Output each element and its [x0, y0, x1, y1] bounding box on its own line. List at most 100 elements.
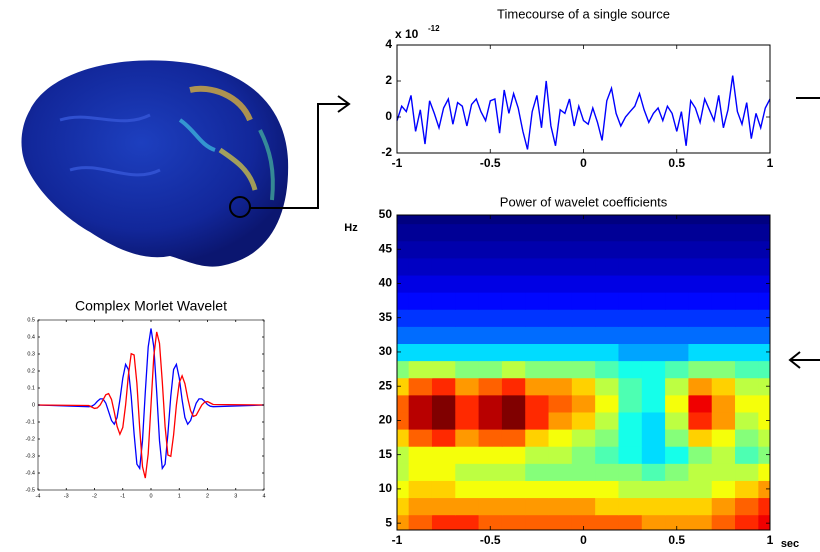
heatmap-cell: [408, 394, 433, 413]
heatmap-cell: [397, 309, 410, 327]
heatmap-cell: [735, 326, 759, 344]
heatmap-cell: [595, 480, 620, 499]
heatmap-cell: [431, 514, 456, 530]
heatmap-cell: [665, 446, 690, 464]
heatmap-cell: [641, 446, 666, 464]
x-tick-label: 3: [234, 493, 237, 499]
heatmap-cell: [525, 326, 550, 344]
heatmap-cell: [478, 326, 503, 344]
heatmap-cell: [548, 377, 573, 396]
heatmap-cell: [525, 215, 550, 225]
heatmap-cell: [548, 257, 573, 276]
heatmap-cell: [665, 463, 690, 481]
heatmap-cell: [408, 257, 433, 276]
heatmap-cell: [408, 514, 433, 530]
heatmap-cell: [711, 463, 736, 481]
heatmap-cell: [548, 326, 573, 344]
heatmap-cell: [408, 480, 433, 499]
heatmap-cell: [571, 411, 596, 430]
heatmap-cell: [408, 274, 433, 293]
series-line: [37, 328, 265, 471]
heatmap-cell: [478, 463, 503, 481]
y-multiplier: x 10: [395, 27, 419, 41]
heatmap-cell: [735, 497, 759, 516]
heatmap-cell: [525, 257, 550, 276]
heatmap-cell: [478, 223, 503, 242]
heatmap-cell: [501, 274, 526, 293]
heatmap-cell: [397, 240, 410, 259]
x-tick-label: -1: [120, 493, 125, 499]
heatmap-cell: [641, 326, 666, 344]
heatmap-cell: [571, 223, 596, 242]
heatmap-cell: [501, 428, 526, 447]
y-tick-label: 15: [379, 447, 393, 461]
heatmap-cell: [711, 497, 736, 516]
heatmap-cell: [525, 377, 550, 396]
heatmap-cell: [397, 360, 410, 379]
y-multiplier-exponent: -12: [428, 24, 440, 33]
heatmap-cell: [641, 428, 666, 447]
heatmap-cell: [397, 274, 410, 293]
heatmap-cell: [758, 292, 770, 310]
heatmap-cell: [501, 480, 526, 499]
heatmap-cell: [431, 292, 456, 310]
heatmap-cell: [525, 497, 550, 516]
heatmap-cell: [595, 240, 620, 259]
heatmap-cell: [641, 497, 666, 516]
heatmap-cell: [758, 223, 770, 242]
heatmap-cell: [525, 514, 550, 530]
heatmap-cell: [641, 360, 666, 379]
heatmap-cell: [641, 240, 666, 259]
heatmap-cell: [688, 309, 713, 327]
morlet-chart: Complex Morlet Wavelet -4 -3 -2 -1 0 1 2 3 4 -0.5 -…: [26, 298, 266, 500]
heatmap-cell: [455, 292, 480, 310]
heatmap-cell: [397, 463, 410, 481]
heatmap-cell: [397, 292, 410, 310]
heatmap-cell: [711, 240, 736, 259]
heatmap-cell: [571, 326, 596, 344]
heatmap-cell: [665, 394, 690, 413]
series-line: [396, 75, 771, 150]
heatmap-cell: [548, 215, 573, 225]
heatmap-cell: [618, 215, 643, 225]
heatmap-cell: [431, 463, 456, 481]
heatmap-cell: [525, 411, 550, 430]
heatmap-cell: [397, 343, 410, 362]
heatmap-cell: [735, 394, 759, 413]
y-tick-label: 35: [379, 310, 393, 324]
heatmap-cell: [595, 497, 620, 516]
heatmap-cell: [618, 480, 643, 499]
y-tick-label: 4: [385, 37, 392, 51]
heatmap-cell: [478, 292, 503, 310]
heatmap-cell: [665, 326, 690, 344]
y-axis-label: Hz: [344, 222, 358, 234]
heatmap-cell: [595, 257, 620, 276]
heatmap-cell: [397, 497, 410, 516]
y-tick-label: 10: [379, 481, 393, 495]
heatmap-cell: [758, 514, 770, 530]
heatmap-cell: [431, 411, 456, 430]
heatmap-cell: [758, 215, 770, 225]
heatmap-cell: [478, 394, 503, 413]
heatmap-cell: [478, 480, 503, 499]
heatmap-cell: [397, 326, 410, 344]
heatmap-cell: [397, 411, 410, 430]
heatmap-cell: [758, 446, 770, 464]
heatmap-cell: [431, 309, 456, 327]
heatmap-cell: [571, 514, 596, 530]
heatmap-cell: [688, 514, 713, 530]
y-tick-label: 50: [379, 207, 393, 221]
heatmap-cell: [595, 446, 620, 464]
heatmap-cell: [595, 360, 620, 379]
heatmap-cell: [735, 480, 759, 499]
heatmap-cell: [758, 343, 770, 362]
heatmap-cell: [431, 480, 456, 499]
heatmap-cell: [665, 514, 690, 530]
heatmap-cell: [571, 497, 596, 516]
heatmap-cell: [571, 274, 596, 293]
heatmap-cell: [618, 497, 643, 516]
heatmap-cell: [478, 343, 503, 362]
brain-image: [21, 60, 289, 267]
heatmap-cell: [688, 377, 713, 396]
